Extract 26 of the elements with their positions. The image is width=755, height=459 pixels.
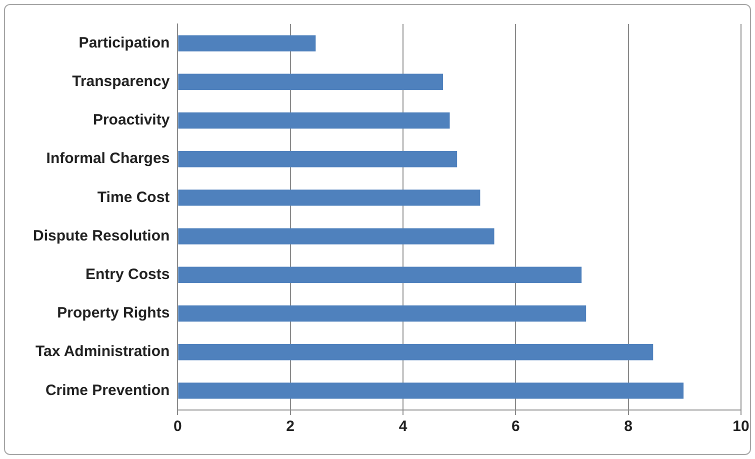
- y-tick-label: Entry Costs: [85, 266, 170, 284]
- x-tick-label: 0: [174, 418, 182, 436]
- y-tick-label: Dispute Resolution: [33, 227, 170, 244]
- y-tick-label: Crime Prevention: [45, 382, 170, 399]
- bar: [178, 35, 316, 52]
- x-tick-label: 2: [286, 418, 295, 436]
- y-tick-label: Time Cost: [97, 188, 170, 206]
- y-tick-label: Proactivity: [92, 112, 170, 129]
- bar: [178, 190, 480, 206]
- x-tick-label: 4: [398, 418, 408, 436]
- x-tick-label: 6: [511, 418, 520, 436]
- bar: [178, 344, 654, 360]
- bar: [178, 228, 494, 244]
- bar: [178, 382, 684, 399]
- bar: [178, 74, 443, 90]
- x-tick-label: 10: [732, 418, 750, 436]
- x-tick-label: 8: [624, 418, 633, 436]
- y-tick-label: Transparency: [72, 73, 170, 90]
- y-tick-label: Participation: [78, 34, 170, 52]
- bar: [178, 305, 586, 322]
- bar: [178, 150, 458, 168]
- y-tick-label: Tax Administration: [35, 343, 170, 360]
- bar: [178, 266, 582, 284]
- y-tick-label: Informal Charges: [46, 150, 170, 168]
- y-tick-label: Property Rights: [57, 304, 170, 322]
- bar: [178, 112, 450, 129]
